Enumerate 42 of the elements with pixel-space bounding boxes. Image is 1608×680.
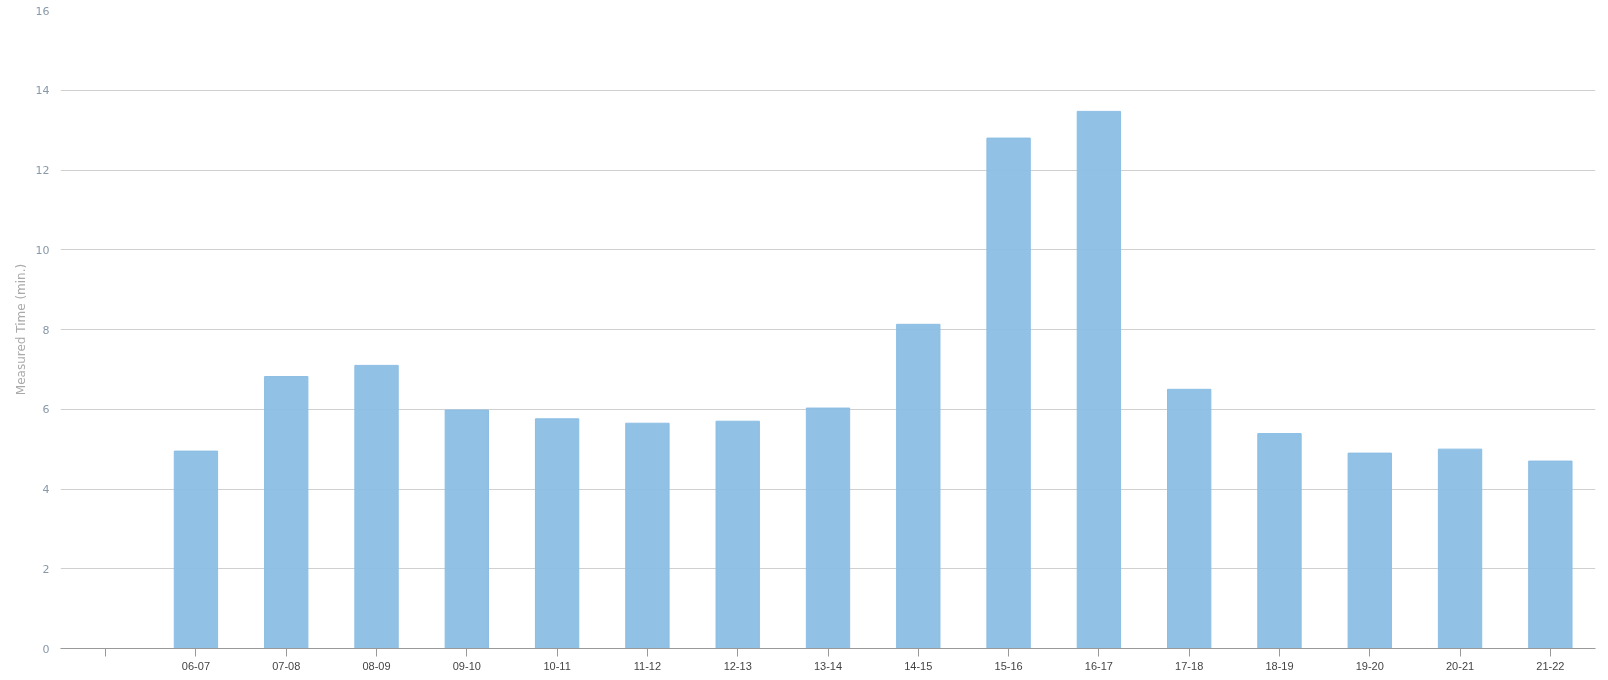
bar <box>715 420 760 649</box>
y-tick-label: 8 <box>42 323 50 337</box>
x-tick-label: 10-11 <box>543 659 571 672</box>
bar <box>173 450 219 649</box>
y-tick-label: 12 <box>35 164 50 177</box>
bar <box>896 323 941 649</box>
bar <box>1437 448 1483 649</box>
x-tick-label: 16-17 <box>1084 659 1113 672</box>
x-tick-label: 08-09 <box>362 659 391 672</box>
bar <box>1528 460 1573 649</box>
x-tick-label: 15-16 <box>994 659 1023 672</box>
bar <box>264 376 309 649</box>
bar <box>1167 388 1212 649</box>
bar <box>1257 433 1302 649</box>
y-tick-label: 14 <box>35 84 50 98</box>
bar <box>444 409 489 649</box>
x-tick-label: 12-13 <box>723 659 752 672</box>
x-tick-label: 19-20 <box>1355 659 1384 672</box>
x-tick-label: 18-19 <box>1265 659 1294 672</box>
x-tick-label: 09-10 <box>452 659 481 672</box>
bar <box>354 364 399 649</box>
x-tick-label: 13-14 <box>813 659 843 672</box>
x-tick-label: 20-21 <box>1445 659 1475 672</box>
bar <box>625 422 670 649</box>
y-tick-label: 4 <box>42 483 50 496</box>
y-tick-label: 0 <box>42 642 50 656</box>
bar <box>1076 110 1122 649</box>
y-axis-title: Measured Time (min.) <box>13 263 28 396</box>
x-tick-label: 17-18 <box>1175 659 1204 672</box>
x-tick-label: 11-12 <box>633 659 662 672</box>
x-tick-label: 07-08 <box>272 659 301 672</box>
x-tick-label: 21-22 <box>1536 659 1565 672</box>
bar <box>805 407 851 649</box>
x-tick-label: 14-15 <box>904 659 933 672</box>
y-tick-label: 6 <box>42 403 50 417</box>
bar <box>1347 452 1392 649</box>
x-tick-label: 06-07 <box>181 659 211 672</box>
y-tick-label: 2 <box>42 562 50 576</box>
bar <box>534 418 580 649</box>
y-tick-label: 16 <box>35 4 50 18</box>
y-tick-label: 10 <box>35 243 50 257</box>
bar <box>986 137 1031 649</box>
